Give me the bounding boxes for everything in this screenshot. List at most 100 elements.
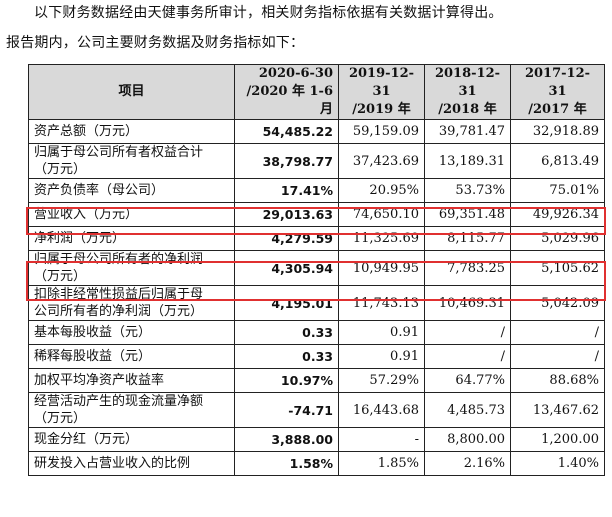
- cell-value: 53.73%: [424, 178, 511, 203]
- row-label-text: 现金分红（万元）: [34, 432, 139, 447]
- cell-value: 1.40%: [510, 451, 605, 476]
- cell-value: 5,042.09: [510, 285, 605, 321]
- cell-value: 1,200.00: [510, 427, 605, 452]
- header-text: 2020-6-30: [258, 66, 333, 81]
- cell-value: /: [424, 344, 511, 369]
- cell-value: 13,467.62: [510, 392, 605, 428]
- table-body: 资产总额（万元） 54,485.22 59,159.09 39,781.47 32,91…: [28, 119, 605, 476]
- row-label: 加权平均净资产收益率: [28, 368, 235, 393]
- cell-value: 20.95%: [338, 178, 425, 203]
- table-caption: 报告期内，公司主要财务数据及财务指标如下：: [6, 35, 305, 51]
- table-row: 基本每股收益（元） 0.33 0.91//: [28, 320, 605, 345]
- table-row: 净利润（万元） 4,279.59 11,325.69 8,115.77 5,029.96: [28, 226, 605, 251]
- header-period-2: 2019-12-31/2019 年: [338, 64, 425, 120]
- cell-value: 0.33: [234, 344, 339, 369]
- header-item: 项目: [28, 64, 235, 120]
- row-label: 现金分红（万元）: [28, 427, 235, 452]
- row-label: 营业收入（万元）: [28, 202, 235, 227]
- row-label: 归属于母公司所有者的净利润 （万元）: [28, 250, 235, 286]
- row-label-text: 加权平均净资产收益率: [34, 373, 165, 388]
- header-row: 项目 2020-6-30/2020 年 1-6 月 2019-12-31/2019 …: [28, 64, 605, 120]
- row-label-text: 净利润（万元）: [34, 231, 126, 246]
- table-row: 归属于母公司所有者权益合计 （万元） 38,798.77 37,423.69 13,18…: [28, 143, 605, 179]
- cell-value: 29,013.63: [234, 202, 339, 227]
- cell-value: 8,115.77: [424, 226, 511, 251]
- cell-value: 69,351.48: [424, 202, 511, 227]
- row-label: 净利润（万元）: [28, 226, 235, 251]
- cell-value: 6,813.49: [510, 143, 605, 179]
- cell-value: 11,325.69: [338, 226, 425, 251]
- row-label: 稀释每股收益（元）: [28, 344, 235, 369]
- table-row: 扣除非经常性损益后归属于母 公司所有者的净利润（万元） 4,195.01 11,743…: [28, 285, 605, 321]
- cell-value: 4,195.01: [234, 285, 339, 321]
- row-label-text: （万元）: [34, 269, 87, 284]
- cell-value: 0.91: [338, 344, 425, 369]
- header-text: 2019-12-31: [348, 66, 415, 99]
- row-label: 归属于母公司所有者权益合计 （万元）: [28, 143, 235, 179]
- cell-value: 0.91: [338, 320, 425, 345]
- row-label: 研发投入占营业收入的比例: [28, 451, 235, 476]
- row-label-text: （万元）: [34, 162, 87, 177]
- cell-value: 75.01%: [510, 178, 605, 203]
- row-label-text: 资产总额（万元）: [34, 124, 139, 139]
- cell-value: 10,949.95: [338, 250, 425, 286]
- table-row: 资产负债率（母公司） 17.41% 20.95% 53.73% 75.01%: [28, 178, 605, 203]
- row-label-text: 公司所有者的净利润（万元）: [34, 304, 204, 319]
- table-row: 加权平均净资产收益率 10.97% 57.29% 64.77% 88.68%: [28, 368, 605, 393]
- cell-value: 74,650.10: [338, 202, 425, 227]
- cell-value: 32,918.89: [510, 119, 605, 144]
- cell-value: 10,469.31: [424, 285, 511, 321]
- header-period-3: 2018-12-31/2018 年: [424, 64, 511, 120]
- cell-value: 54,485.22: [234, 119, 339, 144]
- table-row: 现金分红（万元） 3,888.00-8,800.00 1,200.00: [28, 427, 605, 452]
- row-label-text: （万元）: [34, 411, 87, 426]
- cell-value: 10.97%: [234, 368, 339, 393]
- cell-value: 37,423.69: [338, 143, 425, 179]
- cell-value: 4,305.94: [234, 250, 339, 286]
- cell-value: 5,029.96: [510, 226, 605, 251]
- cell-value: /: [424, 320, 511, 345]
- cell-value: 1.85%: [338, 451, 425, 476]
- cell-value: 57.29%: [338, 368, 425, 393]
- row-label-text: 研发投入占营业收入的比例: [34, 456, 191, 471]
- header-period-1: 2020-6-30/2020 年 1-6 月: [234, 64, 339, 120]
- cell-value: 7,783.25: [424, 250, 511, 286]
- header-text: 项目: [118, 84, 145, 99]
- header-text: /2019 年: [352, 102, 411, 117]
- cell-value: -74.71: [234, 392, 339, 428]
- cell-value: /: [510, 344, 605, 369]
- cell-value: 11,743.13: [338, 285, 425, 321]
- row-label-text: 归属于母公司所有者的净利润: [34, 252, 204, 267]
- cell-value: /: [510, 320, 605, 345]
- cell-value: 64.77%: [424, 368, 511, 393]
- row-label-text: 营业收入（万元）: [34, 207, 139, 222]
- cell-value: 59,159.09: [338, 119, 425, 144]
- row-label: 资产总额（万元）: [28, 119, 235, 144]
- cell-value: -: [338, 427, 425, 452]
- row-label: 资产负债率（母公司）: [28, 178, 235, 203]
- row-label-text: 扣除非经常性损益后归属于母: [34, 287, 204, 302]
- table-header: 项目 2020-6-30/2020 年 1-6 月 2019-12-31/2019 …: [28, 64, 605, 120]
- cell-value: 1.58%: [234, 451, 339, 476]
- cell-value: 4,279.59: [234, 226, 339, 251]
- table-row: 经营活动产生的现金流量净额 （万元） -74.71 16,443.68 4,485.73…: [28, 392, 605, 428]
- cell-value: 5,105.62: [510, 250, 605, 286]
- cell-value: 39,781.47: [424, 119, 511, 144]
- financial-data-table: 项目 2020-6-30/2020 年 1-6 月 2019-12-31/2019 …: [28, 64, 605, 476]
- table-row: 稀释每股收益（元） 0.33 0.91//: [28, 344, 605, 369]
- row-label-text: 基本每股收益（元）: [34, 325, 152, 340]
- cell-value: 16,443.68: [338, 392, 425, 428]
- cell-value: 4,485.73: [424, 392, 511, 428]
- row-label-text: 经营活动产生的现金流量净额: [34, 394, 204, 409]
- row-label-text: 资产负债率（母公司）: [34, 183, 165, 198]
- cell-value: 38,798.77: [234, 143, 339, 179]
- cell-value: 3,888.00: [234, 427, 339, 452]
- row-label: 扣除非经常性损益后归属于母 公司所有者的净利润（万元）: [28, 285, 235, 321]
- cell-value: 13,189.31: [424, 143, 511, 179]
- row-label-text: 稀释每股收益（元）: [34, 349, 152, 364]
- header-text: /2018 年: [438, 102, 497, 117]
- header-period-4: 2017-12-31/2017 年: [510, 64, 605, 120]
- row-label-text: 归属于母公司所有者权益合计: [34, 145, 204, 160]
- header-text: 2017-12-31: [524, 66, 591, 99]
